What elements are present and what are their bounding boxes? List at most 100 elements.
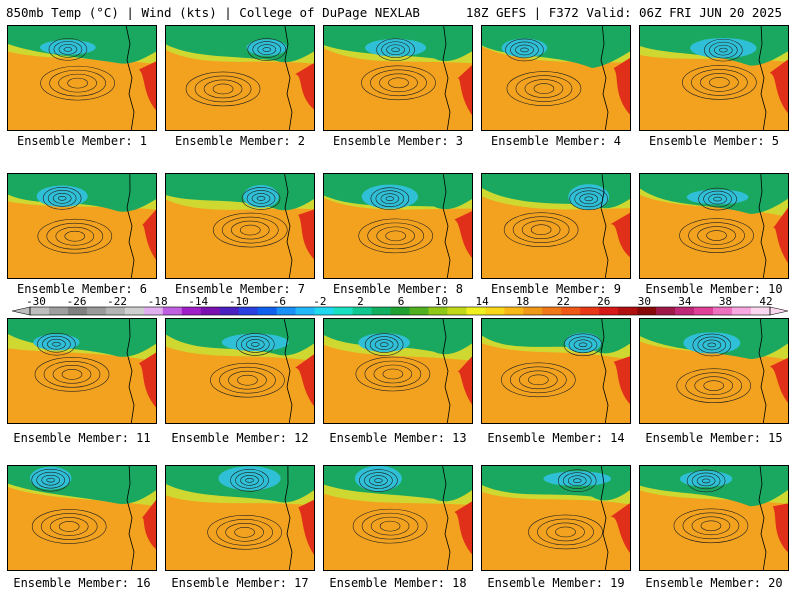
colorbar-swatch: [30, 307, 50, 315]
temperature-field-map: [482, 174, 630, 278]
colorbar-tick-label: -2: [313, 295, 326, 308]
ensemble-member-panel: [323, 465, 473, 571]
temperature-colorbar: -30 -26 -22 -18 -14 -10 -6 -2 2 6 10 14 18 22 26 30 34 38…: [11, 295, 789, 316]
colorbar-swatch: [447, 307, 467, 315]
colorbar-swatch: [295, 307, 315, 315]
temperature-field-map: [8, 174, 156, 278]
ensemble-member-panel: [481, 173, 631, 279]
temperature-field-map: [482, 26, 630, 130]
colorbar-swatch: [390, 307, 410, 315]
colorbar-swatch: [561, 307, 581, 315]
colorbar-swatch: [143, 307, 164, 315]
temperature-field-map: [8, 26, 156, 130]
colorbar-swatch: [637, 307, 657, 315]
colorbar-swatch: [523, 307, 543, 315]
ensemble-member-panel: [323, 25, 473, 131]
colorbar-swatch: [314, 307, 334, 315]
colorbar-swatch: [162, 307, 183, 315]
colorbar-swatch: [48, 307, 69, 315]
temperature-field-map: [166, 26, 314, 130]
ensemble-member-label: Ensemble Member: 16: [13, 576, 151, 590]
ensemble-member-label: Ensemble Member: 19: [487, 576, 625, 590]
colorbar-swatch: [618, 307, 638, 315]
ensemble-member-panel: [7, 318, 157, 424]
ensemble-member-label: Ensemble Member: 14: [487, 431, 625, 445]
colorbar-swatch: [200, 307, 221, 315]
colorbar-tick-label: 26: [597, 295, 610, 308]
temperature-field-map: [324, 466, 472, 570]
colorbar-tick-label: 18: [516, 295, 529, 308]
colorbar-tick-label: 34: [678, 295, 692, 308]
colorbar-swatch: [371, 307, 391, 315]
colorbar-swatch: [257, 307, 277, 315]
colorbar-tick-label: -26: [67, 295, 87, 308]
ensemble-member-panel: [481, 465, 631, 571]
colorbar-swatch: [675, 307, 695, 315]
ensemble-member-panel: [165, 465, 315, 571]
ensemble-member-panel: [323, 173, 473, 279]
colorbar-low-arrow: [11, 306, 31, 316]
ensemble-member-panel: [481, 25, 631, 131]
colorbar-swatch: [580, 307, 600, 315]
colorbar-tick-label: 38: [719, 295, 732, 308]
ensemble-member-label: Ensemble Member: 8: [332, 282, 464, 296]
ensemble-member-panel: [639, 318, 789, 424]
temperature-field-map: [324, 174, 472, 278]
colorbar-tick-label: 42: [759, 295, 772, 308]
colorbar-high-arrow: [769, 306, 789, 316]
ensemble-member-label: Ensemble Member: 18: [329, 576, 467, 590]
map-header-title: 850mb Temp (°C) | Wind (kts) | College o…: [6, 5, 420, 20]
colorbar-swatch: [238, 307, 258, 315]
colorbar-tick-label: -10: [229, 295, 249, 308]
ensemble-member-label: Ensemble Member: 9: [490, 282, 622, 296]
ensemble-member-panel: [165, 173, 315, 279]
colorbar-tick-label: 22: [557, 295, 570, 308]
colorbar-swatch: [67, 307, 88, 315]
colorbar-tick-label: 14: [475, 295, 489, 308]
temperature-field-map: [640, 174, 788, 278]
ensemble-member-label: Ensemble Member: 13: [329, 431, 467, 445]
temperature-field-map: [166, 174, 314, 278]
colorbar-swatch: [124, 307, 145, 315]
colorbar-tick-label: 30: [638, 295, 651, 308]
colorbar-swatch: [542, 307, 562, 315]
temperature-field-map: [324, 26, 472, 130]
colorbar-tick-label: -18: [148, 295, 168, 308]
colorbar-swatch: [409, 307, 429, 315]
colorbar-swatch: [86, 307, 107, 315]
colorbar-swatch: [599, 307, 619, 315]
colorbar-swatch: [732, 307, 752, 315]
colorbar-tick-label: -14: [188, 295, 208, 308]
colorbar-swatch: [504, 307, 524, 315]
map-header-valid-time: 18Z GEFS | F372 Valid: 06Z FRI JUN 20 20…: [465, 5, 782, 20]
colorbar-swatch: [428, 307, 448, 315]
temperature-field-map: [640, 466, 788, 570]
ensemble-member-panel: [7, 173, 157, 279]
colorbar-swatch: [333, 307, 353, 315]
colorbar-swatch: [466, 307, 486, 315]
ensemble-member-label: Ensemble Member: 17: [171, 576, 309, 590]
colorbar-swatch: [485, 307, 505, 315]
ensemble-member-panel: [639, 465, 789, 571]
ensemble-member-label: Ensemble Member: 11: [13, 431, 151, 445]
temperature-field-map: [8, 466, 156, 570]
colorbar-swatch: [352, 307, 372, 315]
colorbar-swatch: [713, 307, 733, 315]
ensemble-member-label: Ensemble Member: 1: [16, 134, 148, 148]
ensemble-member-label: Ensemble Member: 12: [171, 431, 309, 445]
colorbar-swatch: [751, 307, 771, 315]
ensemble-member-label: Ensemble Member: 3: [332, 134, 464, 148]
colorbar-swatch: [105, 307, 126, 315]
temperature-field-map: [8, 319, 156, 423]
temperature-field-map: [324, 319, 472, 423]
colorbar-swatch: [656, 307, 676, 315]
temperature-field-map: [640, 26, 788, 130]
ensemble-member-label: Ensemble Member: 7: [174, 282, 306, 296]
colorbar-tick-label: 10: [435, 295, 448, 308]
ensemble-member-panel: [165, 318, 315, 424]
colorbar-swatch: [219, 307, 240, 315]
colorbar-tick-label: -22: [107, 295, 127, 308]
ensemble-member-panel: [639, 25, 789, 131]
colorbar-tick-label: -6: [273, 295, 286, 308]
